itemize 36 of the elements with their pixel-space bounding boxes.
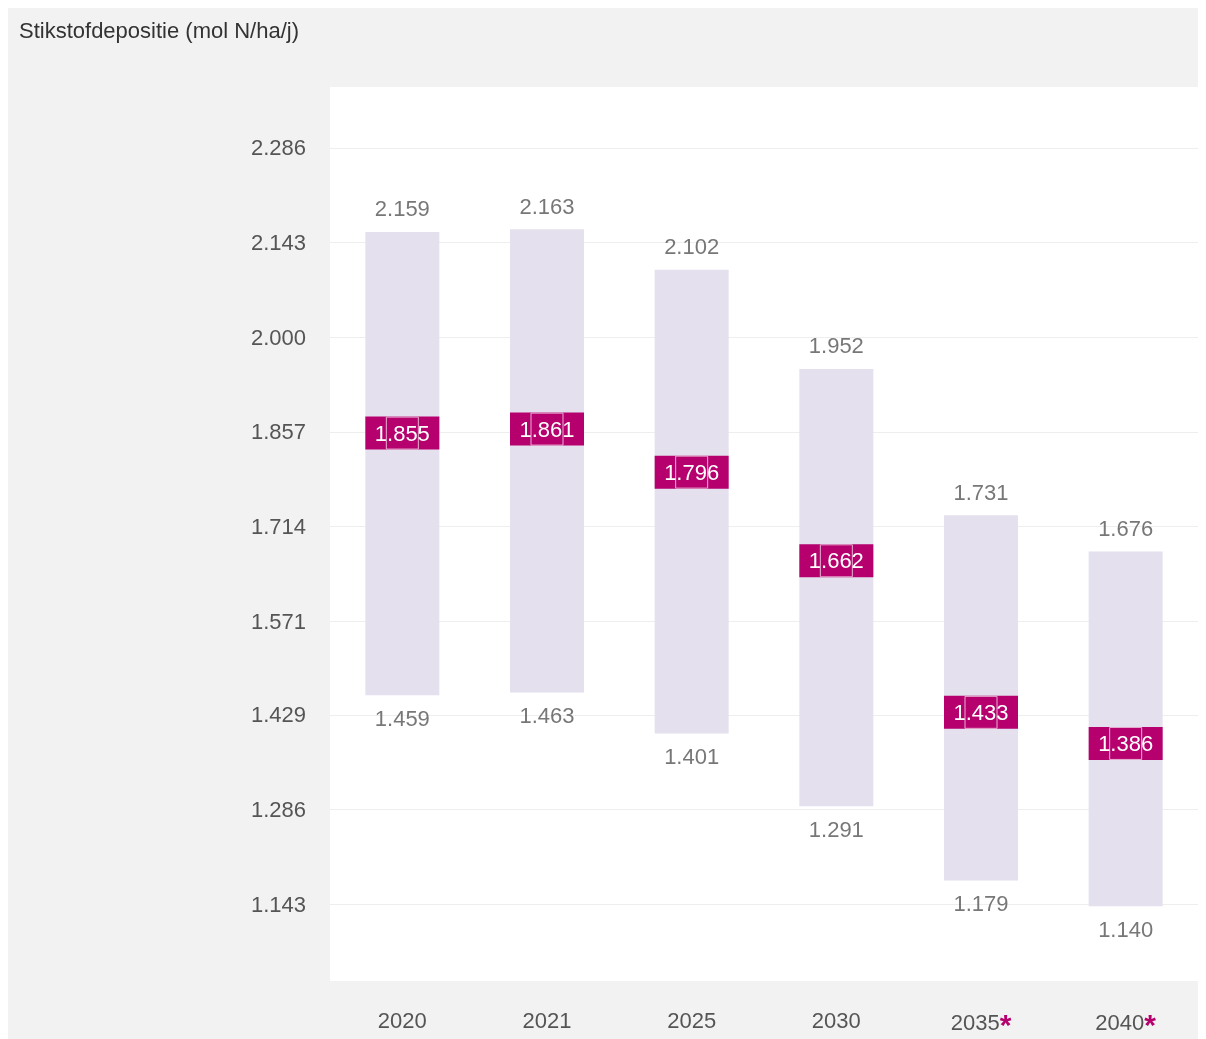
bar [944,515,1018,881]
bar [799,368,874,807]
annotation: 2.163 [519,193,575,219]
annotation: 1.676 [1098,516,1154,542]
chart-title: Stikstofdepositie (mol N/ha/j) [19,17,299,43]
y-tick-label: 2.000 [250,324,306,350]
annotation: 1.179 [953,890,1009,916]
x-tick-label: 2025 [667,1007,717,1033]
bar [654,269,729,734]
x-tick-label: 2020 [377,1007,427,1033]
data-label: 1.861 [519,416,575,442]
y-tick-label: 2.143 [250,230,306,256]
bar [365,231,440,696]
y-tick-label: 2.286 [250,135,306,161]
annotation: 2.159 [374,196,430,222]
annotation: 1.952 [808,333,864,359]
annotation: 1.459 [374,705,430,731]
bar [510,229,584,693]
annotation: 1.291 [808,816,864,842]
y-tick-label: 1.857 [250,419,306,445]
y-tick-label: 1.143 [250,891,306,917]
x-tick-label: 2030 [811,1007,861,1033]
annotation: 1.731 [953,479,1009,505]
y-tick-label: 1.571 [250,608,306,634]
data-label: 1.433 [953,699,1009,725]
annotation: 2.102 [664,234,720,260]
annotation: 1.140 [1098,916,1154,942]
bar [1088,551,1163,907]
x-tick-label: 2040* [1095,1007,1157,1039]
x-tick-label: 2021 [522,1007,572,1033]
annotation: 1.463 [519,702,575,728]
x-tick-label: 2035* [950,1007,1012,1039]
annotation: 1.401 [664,744,720,770]
y-tick-label: 1.714 [250,513,306,539]
y-tick-label: 1.429 [250,702,306,728]
y-tick-label: 1.286 [250,797,306,823]
